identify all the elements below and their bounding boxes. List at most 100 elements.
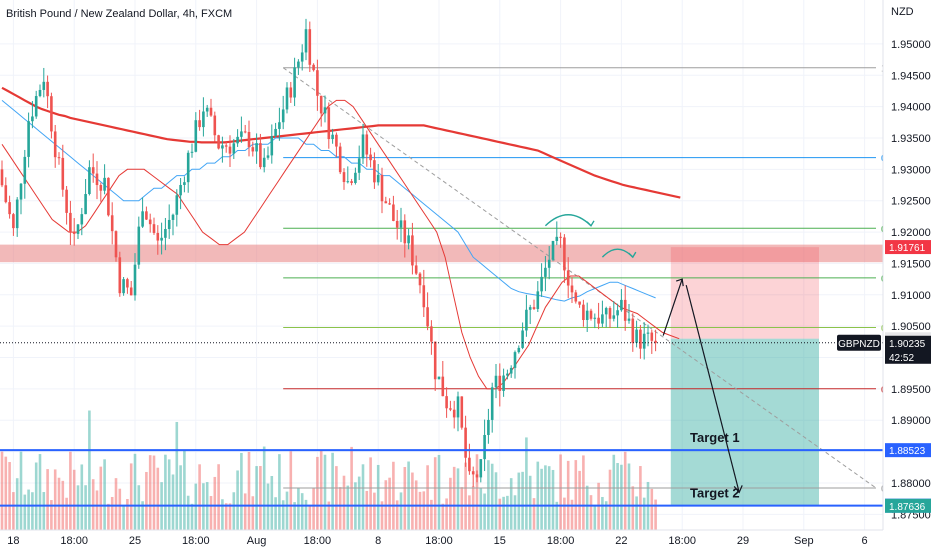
volume-bar [395,500,399,530]
volume-bar [551,469,555,530]
candle-body [141,211,144,227]
volume-bar [642,497,646,530]
candle-body [456,396,460,418]
volume-bar [171,474,175,530]
volume-bar [471,486,475,530]
volume-bar [304,499,308,530]
volume-bar [437,454,441,530]
price-axis[interactable]: 1.95000 1.94500 1.94000 1.93500 1.93000 1.925… [882,0,932,550]
volume-bar [559,454,562,530]
x-tick-label: 18:00 [182,535,210,547]
arrow-head [676,278,684,287]
volume-bar [91,479,95,530]
volume-bar [407,461,410,530]
time-axis[interactable]: 18 18:00 25 18:00 Aug 18:00 8 18:00 15 18:00 22 18:… [0,529,883,547]
candle-body [585,310,589,321]
candle-body [308,29,312,65]
candle-body [293,67,296,98]
moving-averages [1,86,681,390]
volume-bar [232,492,236,530]
volume-bar [297,488,300,530]
y-tick-label: 1.91500 [891,258,931,270]
candle-body [76,224,80,234]
y-tick-label: 1.92500 [891,196,931,208]
candle-body [342,172,346,183]
volume-bar [46,469,49,530]
x-tick-label: 18:00 [304,535,332,547]
candle-body [502,375,505,391]
volume-bar [513,495,517,530]
candle-body [72,231,76,234]
x-tick-label: 22 [615,535,627,547]
candle-body [232,143,236,154]
candle-body [160,237,163,241]
volume-bar [251,496,255,530]
drawings[interactable]: Target 1 Target 2 [0,214,883,507]
candle-body [194,120,198,152]
volume-bar [426,465,429,530]
candle-body [490,387,494,420]
candle-body [479,459,483,478]
volume-bar [15,478,19,530]
volume-bar [217,464,220,530]
candle-body [251,147,255,152]
candle-body [167,219,171,229]
symbol-tag-bg [837,334,881,351]
price-tag-bg [885,335,931,364]
candle-body [12,214,15,229]
target-label: Target 2 [690,486,740,501]
volume-bar [65,497,68,530]
candle-body [357,158,361,173]
volume-bar [316,456,319,530]
candle-body [623,299,627,321]
volume-bar [190,503,194,530]
volume-bar [506,495,509,530]
volume-bar [380,501,384,530]
volume-bar [4,456,8,530]
candle-body [236,136,239,144]
candle-body [354,172,357,183]
x-tick-label: 18:00 [60,535,88,547]
volume-bar [99,466,103,530]
volume-bar [392,461,395,530]
volume-bar [240,452,243,530]
candle-body [517,347,521,353]
volume-bar [456,468,460,530]
volume-bar [342,475,346,530]
volume-bar [490,463,494,530]
candle-body [449,408,452,410]
volume-bar [388,477,391,530]
candle-body [403,220,407,244]
candle-body [243,131,247,133]
volume-bar [445,498,448,530]
candle-body [80,214,84,225]
candle-body [95,173,99,186]
candle-body [631,318,635,343]
volume-bar [620,464,623,530]
y-tick-label: 1.88000 [891,478,931,490]
candle-body [57,157,61,159]
candle-body [627,318,631,321]
y-tick-label: 1.94000 [891,102,931,114]
x-tick-label: 29 [737,535,749,547]
candle-body [578,301,581,305]
candle-body [563,237,566,271]
volume-bar [475,454,479,530]
candle-body [221,145,224,149]
candle-body [376,174,380,183]
volume-bar [585,485,589,530]
volume-bar [449,477,452,530]
volume-bar [69,451,72,530]
volume-bar [31,492,34,530]
candle-body [152,224,156,233]
candle-body [570,285,574,293]
candle-body [122,279,125,294]
candle-body [426,307,429,327]
volume-bar [582,455,585,530]
x-tick-label: 18:00 [425,535,453,547]
candle-body [525,309,528,331]
arrow-head [733,485,743,494]
chart-title: British Pound / New Zealand Dollar, 4h, … [6,8,232,20]
candle-body [441,376,445,397]
